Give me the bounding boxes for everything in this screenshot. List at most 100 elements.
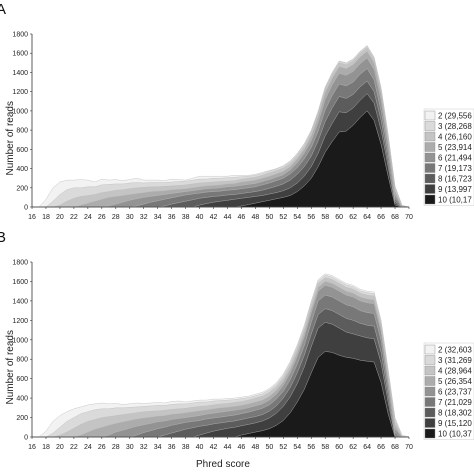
x-tick-label: 24	[84, 444, 92, 451]
x-tick-label: 32	[140, 444, 148, 451]
x-tick-label: 64	[363, 444, 371, 451]
x-tick-label: 38	[182, 444, 190, 451]
y-tick-label: 800	[16, 357, 28, 364]
x-tick-label: 50	[265, 444, 273, 451]
legend-label-9: 9 (13,997	[438, 185, 472, 194]
y-tick-label: 1200	[12, 89, 28, 96]
y-tick-label: 1600	[12, 279, 28, 286]
x-tick-label: 16	[28, 444, 36, 451]
x-tick-label: 56	[307, 214, 315, 221]
x-tick-label: 28	[112, 444, 120, 451]
x-tick-label: 66	[377, 214, 385, 221]
legend-swatch-7	[424, 163, 436, 173]
legend-swatch-8	[424, 407, 436, 418]
y-tick-label: 0	[24, 435, 28, 442]
legend-label-7: 7 (21,029	[438, 398, 472, 407]
y-tick-label: 0	[24, 205, 28, 212]
y-tick-label: 800	[16, 128, 28, 135]
x-tick-label: 42	[210, 214, 218, 221]
y-tick-label: 400	[16, 396, 28, 403]
legend-swatch-4	[424, 131, 436, 142]
legend-label-10: 10 (10,17	[438, 196, 472, 205]
legend-label-4: 4 (26,160	[438, 133, 472, 142]
legend-label-6: 6 (23,737	[438, 388, 472, 397]
y-tick-label: 1000	[12, 108, 28, 115]
y-tick-label: 1000	[12, 337, 28, 344]
legend-label-6: 6 (21,494	[438, 154, 472, 163]
y-tick-label: 1200	[12, 318, 28, 325]
legend-swatch-4	[424, 365, 436, 376]
y-tick-label: 1400	[12, 298, 28, 305]
y-tick-label: 200	[16, 415, 28, 422]
legend-swatch-9	[424, 418, 436, 428]
x-tick-label: 64	[363, 214, 371, 221]
legend-label-5: 5 (23,914	[438, 143, 472, 152]
x-tick-label: 44	[224, 214, 232, 221]
legend-swatch-2	[424, 344, 436, 355]
x-tick-label: 16	[28, 214, 36, 221]
x-axis-title: Phred score	[196, 459, 250, 470]
x-tick-label: 52	[279, 214, 287, 221]
legend-swatch-3	[424, 121, 436, 131]
panel-letter: B	[0, 229, 6, 246]
x-tick-label: 68	[391, 444, 399, 451]
x-tick-label: 62	[349, 444, 357, 451]
x-tick-label: 62	[349, 214, 357, 221]
x-tick-label: 54	[293, 214, 301, 221]
legend-swatch-5	[424, 142, 436, 152]
y-tick-label: 200	[16, 185, 28, 192]
x-tick-label: 58	[321, 444, 329, 451]
y-tick-label: 600	[16, 147, 28, 154]
legend-label-9: 9 (15,120	[438, 419, 472, 428]
y-tick-label: 600	[16, 376, 28, 383]
x-tick-label: 34	[154, 214, 162, 221]
x-tick-label: 66	[377, 444, 385, 451]
legend-swatch-7	[424, 397, 436, 407]
x-tick-label: 22	[70, 444, 78, 451]
legend-label-8: 8 (18,302	[438, 409, 472, 418]
x-tick-label: 60	[335, 214, 343, 221]
y-tick-label: 1400	[12, 70, 28, 77]
legend-label-3: 3 (31,269	[438, 356, 472, 365]
y-tick-label: 400	[16, 166, 28, 173]
chart-panel-b: B Number of reads 0 200 400 600 800 1000 1200 140…	[0, 229, 474, 451]
legend-swatch-10	[424, 428, 436, 439]
x-tick-label: 48	[252, 444, 260, 451]
legend-swatch-10	[424, 194, 436, 205]
x-tick-label: 34	[154, 444, 162, 451]
legend-label-4: 4 (28,964	[438, 367, 472, 376]
x-tick-label: 18	[42, 214, 50, 221]
legend-label-7: 7 (19,173	[438, 164, 472, 173]
x-tick-label: 44	[224, 444, 232, 451]
legend-swatch-9	[424, 184, 436, 194]
legend-label-5: 5 (26,354	[438, 377, 472, 386]
x-tick-label: 36	[168, 444, 176, 451]
x-tick-label: 26	[98, 444, 106, 451]
x-tick-label: 30	[126, 444, 134, 451]
legend-label-8: 8 (16,723	[438, 175, 472, 184]
x-tick-label: 70	[405, 214, 413, 221]
legend-label-10: 10 (10,37	[438, 430, 472, 439]
x-tick-label: 38	[182, 214, 190, 221]
x-tick-label: 24	[84, 214, 92, 221]
x-tick-label: 18	[42, 444, 50, 451]
legend-swatch-5	[424, 376, 436, 386]
panel-letter: A	[0, 1, 6, 18]
x-tick-label: 32	[140, 214, 148, 221]
x-tick-label: 68	[391, 214, 399, 221]
y-tick-label: 1800	[12, 260, 28, 267]
x-tick-label: 28	[112, 214, 120, 221]
legend-swatch-3	[424, 355, 436, 365]
legend-label-2: 2 (32,603	[438, 346, 472, 355]
x-tick-label: 46	[238, 444, 246, 451]
x-tick-label: 20	[56, 214, 64, 221]
x-tick-label: 56	[307, 444, 315, 451]
y-tick-label: 1600	[12, 51, 28, 58]
chart-panel-a: A Number of reads 0 200 400 600 800 1000 1200 140…	[0, 1, 474, 221]
legend-swatch-8	[424, 173, 436, 184]
x-tick-label: 48	[252, 214, 260, 221]
x-tick-label: 52	[279, 444, 287, 451]
x-tick-label: 30	[126, 214, 134, 221]
